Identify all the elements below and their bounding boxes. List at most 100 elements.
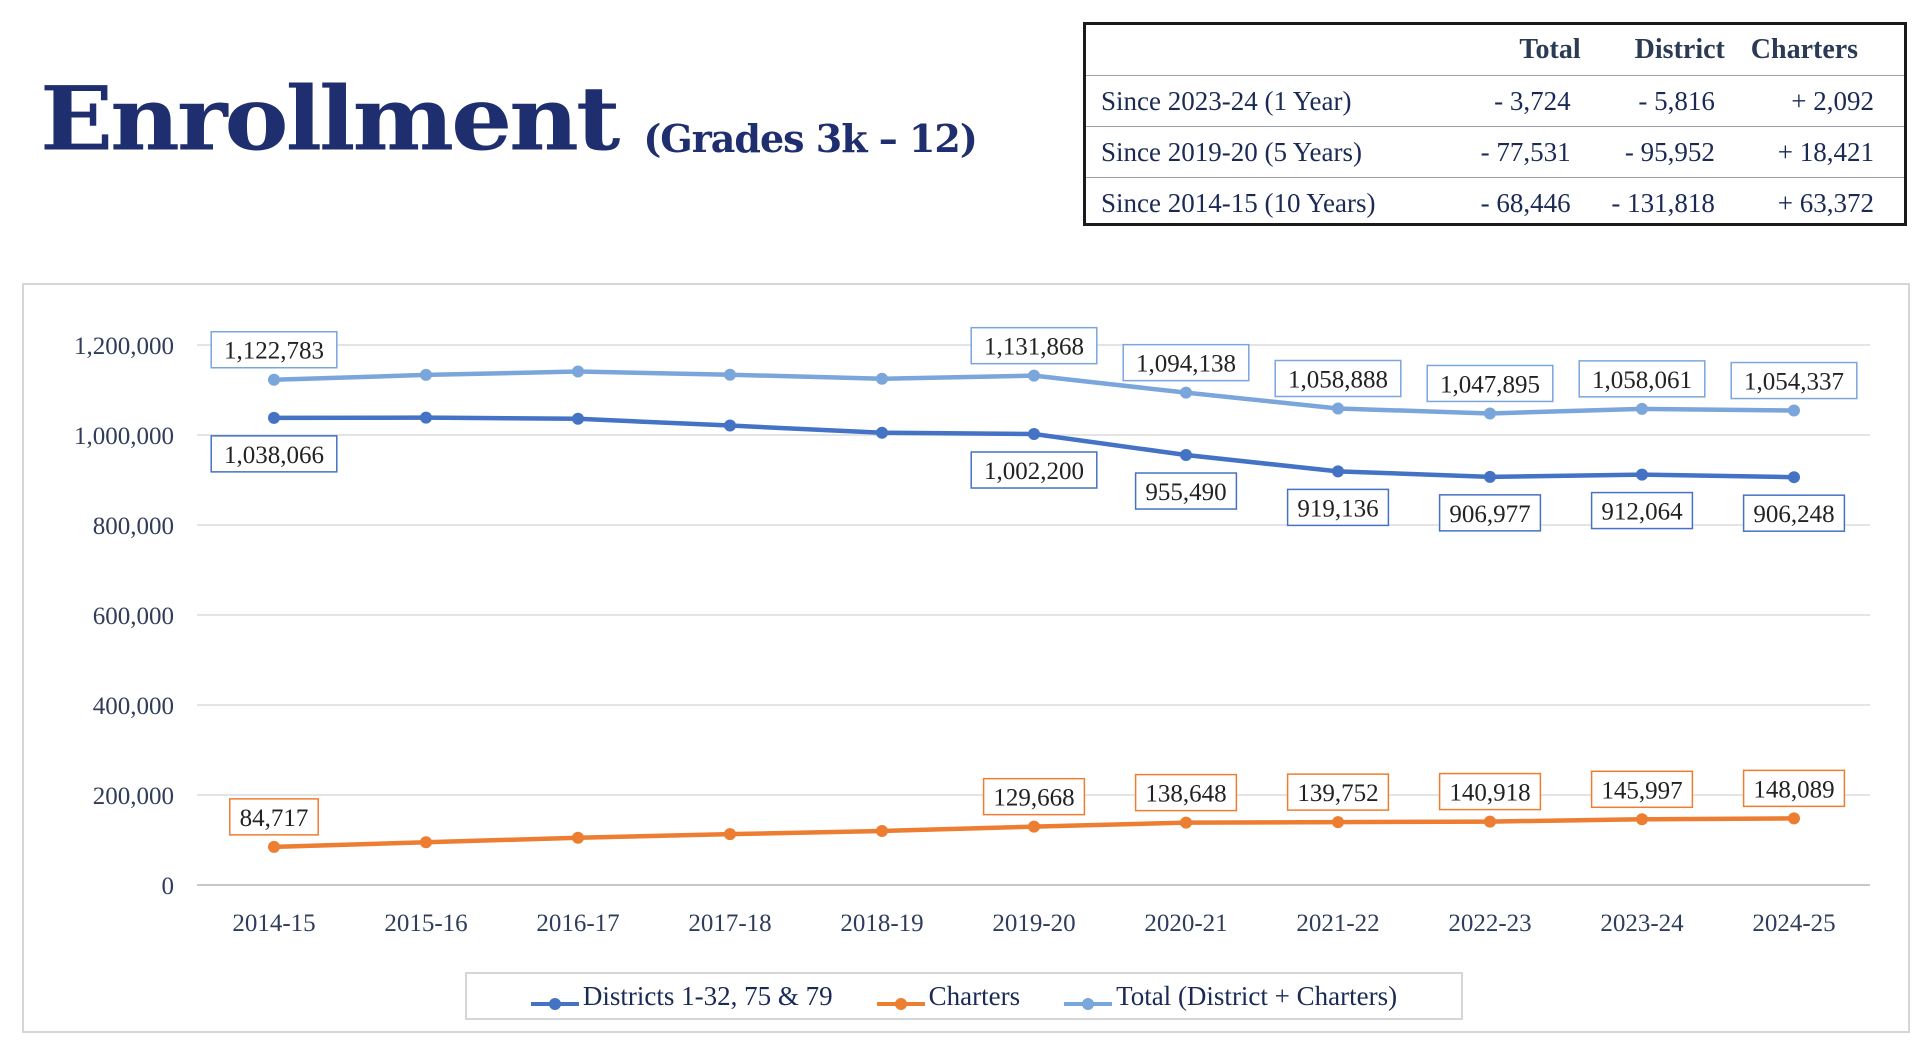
data-label: 139,752 <box>1297 780 1378 807</box>
data-label: 1,002,200 <box>984 458 1084 485</box>
data-point <box>1636 468 1648 481</box>
data-point <box>1028 820 1040 833</box>
y-tick-label: 1,200,000 <box>74 333 174 360</box>
data-point <box>1332 816 1344 829</box>
data-point <box>1180 449 1192 462</box>
row-label: Since 2019-20 (5 Years) <box>1086 126 1471 178</box>
data-point <box>1332 465 1344 478</box>
legend-swatch-total <box>1064 988 1113 1010</box>
data-label: 1,058,888 <box>1288 367 1388 394</box>
data-point <box>876 372 888 385</box>
data-point <box>1180 386 1192 399</box>
data-point <box>1484 470 1496 483</box>
data-label-box <box>1742 769 1846 808</box>
data-point <box>1180 816 1192 829</box>
data-label: 1,058,061 <box>1592 367 1692 394</box>
legend-swatch-districts <box>530 988 579 1010</box>
legend-item-charters: Charters <box>876 981 1020 1012</box>
data-point <box>420 411 432 424</box>
data-point <box>876 825 888 837</box>
y-tick-label: 600,000 <box>93 603 174 630</box>
data-label-box <box>1286 488 1390 527</box>
data-point <box>1484 407 1496 420</box>
data-point <box>1028 428 1040 441</box>
data-point <box>876 426 888 439</box>
row-label: Since 2023-24 (1 Year) <box>1086 75 1471 127</box>
data-label-box <box>1730 361 1858 400</box>
data-point <box>724 368 736 381</box>
data-label-box <box>229 798 319 836</box>
data-point <box>572 365 584 378</box>
x-tick-label: 2022-23 <box>1448 910 1531 937</box>
x-tick-label: 2020-21 <box>1144 910 1227 937</box>
data-label: 906,977 <box>1449 501 1530 528</box>
data-point <box>268 373 280 386</box>
data-point <box>724 828 736 841</box>
total-change: - 68,446 <box>1471 177 1601 228</box>
data-point <box>420 368 432 381</box>
data-label-box <box>1134 773 1238 812</box>
data-label: 145,997 <box>1601 777 1682 804</box>
data-label: 148,089 <box>1753 776 1834 803</box>
data-point <box>268 840 280 853</box>
row-label: Since 2014-15 (10 Years) <box>1086 177 1471 228</box>
summary-header-row: Total District Charters <box>1086 25 1904 76</box>
data-label-box <box>1426 364 1554 403</box>
x-tick-label: 2015-16 <box>384 910 467 937</box>
data-point <box>268 411 280 424</box>
data-point <box>1636 402 1648 415</box>
data-label: 1,047,895 <box>1440 371 1540 398</box>
x-tick-label: 2019-20 <box>992 910 1075 937</box>
data-point <box>1788 471 1800 484</box>
table-row: Since 2014-15 (10 Years) - 68,446 - 131,… <box>1086 177 1904 228</box>
district-change: - 95,952 <box>1600 126 1745 178</box>
table-row: Since 2019-20 (5 Years) - 77,531 - 95,95… <box>1086 126 1904 178</box>
district-change: - 131,818 <box>1600 177 1745 228</box>
summary-table: Total District Charters Since 2023-24 (1… <box>1083 22 1907 228</box>
data-label-box <box>1274 359 1402 398</box>
chart-legend: Districts 1-32, 75 & 79 Charters Total (… <box>465 972 1463 1020</box>
summary-header-charters: Charters <box>1750 34 1859 65</box>
data-label-box <box>970 326 1098 365</box>
data-label: 138,648 <box>1145 781 1226 808</box>
total-change: - 3,724 <box>1471 75 1601 127</box>
data-label: 912,064 <box>1601 499 1683 526</box>
data-point <box>1028 369 1040 382</box>
table-row: Since 2023-24 (1 Year) - 3,724 - 5,816 +… <box>1086 75 1904 127</box>
data-label-box <box>1438 494 1542 532</box>
legend-label-total: Total (District + Charters) <box>1116 980 1398 1011</box>
data-point <box>724 419 736 432</box>
data-label-box <box>970 451 1098 489</box>
x-tick-label: 2017-18 <box>688 910 771 937</box>
data-label: 1,054,337 <box>1744 369 1844 396</box>
data-label-box <box>1134 472 1238 510</box>
data-label: 1,131,868 <box>984 334 1084 361</box>
district-change: - 5,816 <box>1600 75 1745 127</box>
title-block: Enrollment (Grades 3k – 12) <box>40 62 978 175</box>
y-tick-label: 400,000 <box>93 693 174 720</box>
x-tick-label: 2024-25 <box>1752 910 1835 937</box>
charters-change: + 18,421 <box>1744 126 1904 178</box>
legend-item-districts: Districts 1-32, 75 & 79 <box>530 981 833 1012</box>
data-point <box>572 831 584 844</box>
charters-change: + 63,372 <box>1744 177 1904 228</box>
data-label-box <box>1590 770 1694 809</box>
data-point <box>1484 815 1496 828</box>
data-label-box <box>1286 773 1390 811</box>
data-label-box <box>1438 772 1542 811</box>
data-point <box>572 412 584 425</box>
charters-change: + 2,092 <box>1744 75 1904 127</box>
data-label-box <box>982 777 1086 816</box>
x-tick-label: 2014-15 <box>232 910 315 937</box>
total-change: - 77,531 <box>1471 126 1601 178</box>
data-label: 906,248 <box>1753 501 1834 528</box>
legend-item-total: Total (District + Charters) <box>1064 981 1397 1012</box>
data-label-box <box>210 435 338 473</box>
data-point <box>1332 402 1344 415</box>
data-label-box <box>1590 491 1694 530</box>
data-label: 84,717 <box>240 805 309 832</box>
data-label-box <box>1742 494 1846 532</box>
page-subtitle: (Grades 3k – 12) <box>643 116 978 161</box>
chart-frame <box>22 283 1910 1033</box>
